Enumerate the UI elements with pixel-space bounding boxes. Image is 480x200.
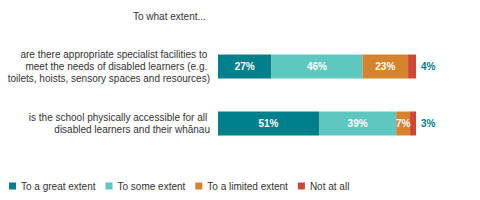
svg-text:To what extent...: To what extent... [133,11,206,22]
svg-text:23%: 23% [375,61,395,72]
svg-text:51%: 51% [258,118,278,129]
svg-text:toilets, hoists, sensory space: toilets, hoists, sensory spaces and reso… [8,73,210,84]
svg-text:27%: 27% [235,61,255,72]
svg-text:disabled learners and their wh: disabled learners and their whānau [54,124,210,135]
svg-text:To a great extent: To a great extent [21,181,96,192]
svg-text:46%: 46% [307,61,327,72]
svg-text:7%: 7% [396,118,411,129]
svg-text:To some extent: To some extent [117,181,185,192]
svg-text:39%: 39% [348,118,368,129]
svg-text:3%: 3% [421,118,436,129]
svg-text:are there appropriate speciali: are there appropriate specialist facilit… [20,49,210,60]
svg-text:Not at all: Not at all [310,181,349,192]
svg-text:To a limited extent: To a limited extent [207,181,288,192]
svg-text:4%: 4% [421,61,436,72]
svg-text:is the school physically acces: is the school physically accessible for … [29,112,210,123]
svg-text:meet the needs of disabled lea: meet the needs of disabled learners (e.g… [25,61,210,72]
